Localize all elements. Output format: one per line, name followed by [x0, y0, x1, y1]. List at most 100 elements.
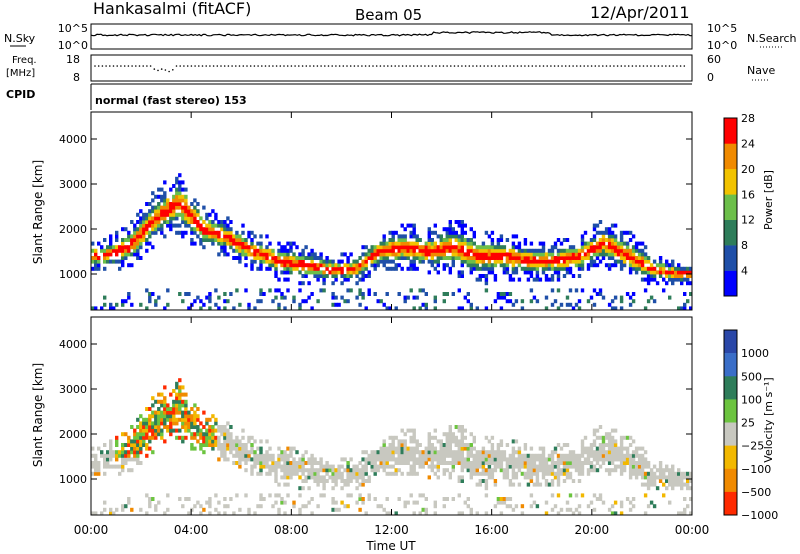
- power-cell: [181, 230, 185, 235]
- velocity-cell: [253, 461, 257, 465]
- velocity-cell: [689, 479, 693, 483]
- power-cell: [187, 216, 191, 221]
- freq-dot: [320, 65, 322, 67]
- power-cell: [457, 288, 461, 293]
- velocity-cell: [391, 471, 395, 476]
- velocity-cell: [496, 464, 501, 469]
- power-cell: [133, 241, 137, 246]
- power-cell: [139, 209, 143, 214]
- velocity-cell: [355, 500, 359, 505]
- power-cell: [115, 259, 119, 264]
- power-cell: [109, 248, 113, 253]
- velocity-cell: [235, 439, 239, 444]
- freq-dot: [561, 65, 563, 67]
- velocity-cell: [406, 428, 410, 433]
- power-cell: [424, 256, 428, 260]
- velocity-cell: [689, 471, 693, 476]
- power-cell: [652, 277, 657, 282]
- power-cell: [121, 227, 125, 232]
- colorbar-swatch: [724, 376, 737, 400]
- velocity-cell: [133, 457, 137, 462]
- power-cell: [292, 256, 296, 260]
- power-cell: [121, 299, 125, 304]
- power-cell: [634, 248, 639, 253]
- power-cell: [247, 302, 251, 307]
- velocity-cell: [457, 446, 461, 451]
- power-cell: [397, 234, 401, 239]
- velocity-cell: [139, 414, 143, 419]
- power-cell: [223, 248, 227, 253]
- power-cell: [454, 245, 458, 250]
- power-cell: [190, 212, 194, 217]
- velocity-cell: [544, 479, 549, 483]
- power-cell: [520, 299, 525, 304]
- velocity-cell: [136, 425, 140, 429]
- velocity-cell: [658, 479, 663, 483]
- freq-dot: [531, 65, 534, 67]
- power-cell: [166, 209, 170, 214]
- velocity-cell: [451, 497, 455, 501]
- velocity-cell: [157, 425, 161, 429]
- velocity-cell: [631, 461, 636, 465]
- freq-dot: [624, 65, 626, 67]
- colorbar-swatch: [724, 194, 737, 220]
- velocity-cell: [586, 471, 591, 476]
- power-cell: [511, 248, 516, 253]
- freq-dot: [605, 65, 608, 67]
- power-cell: [496, 238, 501, 242]
- velocity-cell: [292, 446, 296, 451]
- power-cell: [331, 292, 335, 296]
- power-cell: [463, 256, 467, 260]
- velocity-cell: [361, 450, 365, 455]
- power-cell: [211, 227, 215, 232]
- power-cell: [511, 302, 516, 307]
- velocity-cell: [559, 453, 564, 458]
- power-cell: [322, 263, 326, 268]
- power-cell: [689, 274, 693, 278]
- velocity-cell: [199, 504, 203, 509]
- power-cell: [211, 230, 215, 235]
- freq-dot: [446, 65, 448, 67]
- power-cell: [499, 245, 504, 250]
- power-cell: [481, 241, 486, 246]
- velocity-cell: [397, 461, 401, 465]
- velocity-cell: [262, 453, 266, 458]
- velocity-cell: [250, 471, 254, 476]
- velocity-cell: [124, 450, 128, 455]
- velocity-cell: [683, 482, 687, 487]
- power-cell: [646, 281, 651, 286]
- velocity-cell: [457, 453, 461, 458]
- power-cell: [172, 216, 176, 221]
- velocity-cell: [349, 457, 353, 462]
- power-cell: [668, 266, 672, 271]
- velocity-cell: [205, 421, 209, 426]
- velocity-cell: [433, 450, 437, 455]
- power-cell: [460, 252, 464, 257]
- velocity-cell: [427, 457, 431, 462]
- power-cell: [544, 263, 549, 268]
- power-cell: [91, 256, 95, 260]
- velocity-cell: [589, 500, 594, 505]
- velocity-cell: [139, 421, 143, 426]
- power-cell: [499, 238, 504, 242]
- power-cell: [674, 277, 678, 282]
- velocity-cell: [364, 479, 368, 483]
- velocity-cell: [175, 399, 179, 404]
- power-cell: [484, 252, 489, 257]
- velocity-cell: [154, 399, 158, 404]
- velocity-cell: [469, 464, 473, 469]
- velocity-cell: [442, 468, 446, 473]
- power-cell: [532, 266, 537, 271]
- velocity-cell: [163, 396, 167, 401]
- velocity-cell: [244, 457, 248, 462]
- velocity-cell: [169, 432, 173, 437]
- power-cell: [457, 223, 461, 228]
- power-cell: [406, 248, 410, 253]
- velocity-cell: [445, 450, 449, 455]
- power-cell: [460, 245, 464, 250]
- velocity-cell: [337, 464, 341, 469]
- power-cell: [577, 274, 582, 278]
- velocity-cell: [361, 464, 365, 469]
- velocity-cell: [538, 446, 543, 451]
- velocity-cell: [616, 446, 621, 451]
